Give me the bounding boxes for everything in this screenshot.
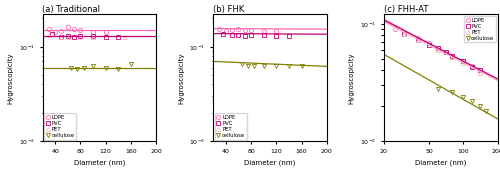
X-axis label: Diameter (nm): Diameter (nm) xyxy=(415,159,467,166)
Legend: LDPE, PVC, PET, cellulose: LDPE, PVC, PET, cellulose xyxy=(44,113,76,140)
Y-axis label: Hygroscopicity: Hygroscopicity xyxy=(348,52,354,104)
Text: (a) Traditional: (a) Traditional xyxy=(42,5,100,14)
Legend: LDPE, PVC, PET, cellulose: LDPE, PVC, PET, cellulose xyxy=(464,16,496,42)
X-axis label: Diameter (nm): Diameter (nm) xyxy=(74,159,125,166)
Text: (c) FHH-AT: (c) FHH-AT xyxy=(384,5,428,14)
Legend: LDPE, PVC, PET, cellulose: LDPE, PVC, PET, cellulose xyxy=(214,113,247,140)
Y-axis label: Hygroscopicity: Hygroscopicity xyxy=(8,52,14,104)
Y-axis label: Hygroscopicity: Hygroscopicity xyxy=(178,52,184,104)
Text: (b) FHK: (b) FHK xyxy=(213,5,244,14)
X-axis label: Diameter (nm): Diameter (nm) xyxy=(244,159,296,166)
